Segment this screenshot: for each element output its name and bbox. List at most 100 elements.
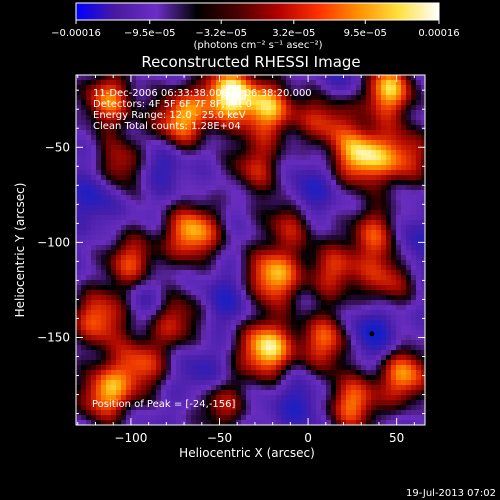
heatmap-cell <box>271 125 277 131</box>
heatmap-cell <box>326 250 332 256</box>
heatmap-cell <box>326 145 332 151</box>
heatmap-cell <box>311 165 317 171</box>
heatmap-cell <box>76 190 82 196</box>
heatmap-cell <box>166 410 172 416</box>
heatmap-cell <box>326 340 332 346</box>
heatmap-cell <box>336 200 342 206</box>
heatmap-cell <box>391 330 397 336</box>
heatmap-cell <box>121 345 127 351</box>
heatmap-cell <box>301 250 307 256</box>
heatmap-cell <box>416 345 422 351</box>
heatmap-cell <box>411 245 417 251</box>
heatmap-cell <box>111 355 117 361</box>
heatmap-cell <box>256 360 262 366</box>
heatmap-cell <box>261 120 267 126</box>
heatmap-cell <box>111 160 117 166</box>
heatmap-cell <box>221 265 227 271</box>
heatmap-cell <box>261 145 267 151</box>
heatmap-cell <box>126 230 132 236</box>
heatmap-cell <box>121 205 127 211</box>
heatmap-cell <box>386 330 392 336</box>
heatmap-cell <box>101 115 107 121</box>
heatmap-cell <box>341 90 347 96</box>
heatmap-cell <box>96 175 102 181</box>
heatmap-cell <box>296 260 302 266</box>
heatmap-cell <box>361 220 367 226</box>
heatmap-cell <box>131 120 137 126</box>
heatmap-cell <box>256 330 262 336</box>
heatmap-cell <box>156 325 162 331</box>
heatmap-cell <box>221 145 227 151</box>
heatmap-cell <box>176 355 182 361</box>
heatmap-cell <box>106 185 112 191</box>
heatmap-cell <box>376 410 382 416</box>
heatmap-cell <box>151 270 157 276</box>
heatmap-cell <box>401 190 407 196</box>
heatmap-cell <box>146 240 152 246</box>
heatmap-cell <box>266 270 272 276</box>
heatmap-cell <box>281 225 287 231</box>
heatmap-cell <box>86 90 92 96</box>
heatmap-cell <box>376 260 382 266</box>
heatmap-cell <box>276 90 282 96</box>
heatmap-cell <box>121 85 127 91</box>
heatmap-cell <box>191 230 197 236</box>
heatmap-cell <box>226 410 232 416</box>
heatmap-cell <box>231 75 237 81</box>
heatmap-cell <box>421 130 425 136</box>
heatmap-cell <box>96 305 102 311</box>
heatmap-cell <box>386 200 392 206</box>
heatmap-cell <box>176 175 182 181</box>
heatmap-cell <box>211 90 217 96</box>
heatmap-cell <box>136 215 142 221</box>
heatmap-cell <box>216 405 222 411</box>
heatmap-cell <box>76 295 82 301</box>
heatmap-cell <box>166 105 172 111</box>
heatmap-cell <box>241 105 247 111</box>
heatmap-cell <box>121 415 127 421</box>
heatmap-cell <box>216 195 222 201</box>
heatmap-cell <box>116 265 122 271</box>
heatmap-cell <box>271 300 277 306</box>
heatmap-cell <box>301 405 307 411</box>
heatmap-cell <box>91 315 97 321</box>
heatmap-cell <box>336 250 342 256</box>
heatmap-cell <box>231 105 237 111</box>
heatmap-cell <box>361 190 367 196</box>
heatmap-cell <box>106 345 112 351</box>
heatmap-cell <box>371 195 377 201</box>
heatmap-cell <box>416 330 422 336</box>
heatmap-cell <box>156 275 162 281</box>
heatmap-cell <box>146 355 152 361</box>
heatmap-cell <box>386 300 392 306</box>
heatmap-cell <box>116 115 122 121</box>
heatmap-cell <box>326 285 332 291</box>
heatmap-cell <box>111 385 117 391</box>
heatmap-cell <box>126 330 132 336</box>
heatmap-cell <box>376 105 382 111</box>
heatmap-cell <box>386 315 392 321</box>
heatmap-cell <box>241 365 247 371</box>
heatmap-cell <box>101 290 107 296</box>
heatmap-cell <box>171 335 177 341</box>
heatmap-cell <box>216 155 222 161</box>
heatmap-cell <box>361 100 367 106</box>
heatmap-cell <box>386 235 392 241</box>
heatmap-cell <box>406 360 412 366</box>
heatmap-cell <box>161 270 167 276</box>
heatmap-cell <box>331 240 337 246</box>
heatmap-cell <box>121 135 127 141</box>
heatmap-cell <box>296 150 302 156</box>
heatmap-cell <box>91 290 97 296</box>
heatmap-cell <box>386 275 392 281</box>
heatmap-cell <box>301 120 307 126</box>
heatmap-cell <box>356 95 362 101</box>
heatmap-cell <box>401 295 407 301</box>
heatmap-cell <box>236 405 242 411</box>
heatmap-cell <box>296 415 302 421</box>
heatmap-cell <box>396 345 402 351</box>
heatmap-cell <box>301 90 307 96</box>
heatmap-cell <box>396 105 402 111</box>
heatmap-cell <box>91 340 97 346</box>
heatmap-cell <box>266 125 272 131</box>
